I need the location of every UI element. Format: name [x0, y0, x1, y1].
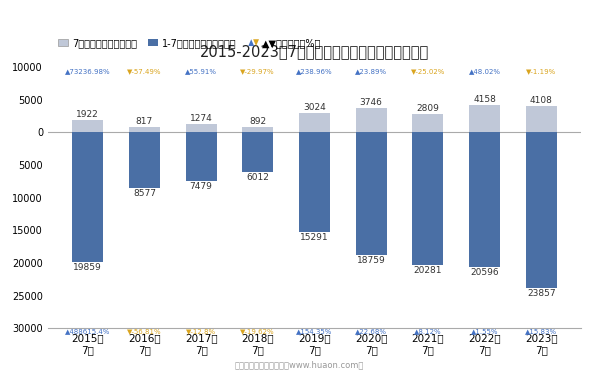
Text: ▼-25.02%: ▼-25.02% — [411, 69, 445, 75]
Text: ▲73236.98%: ▲73236.98% — [65, 69, 111, 75]
Text: ▲55.91%: ▲55.91% — [185, 69, 217, 75]
Text: 制图：华经产业研究院（www.huaon.com）: 制图：华经产业研究院（www.huaon.com） — [235, 360, 364, 369]
Text: ▲15.83%: ▲15.83% — [525, 328, 557, 334]
Bar — [356, 132, 387, 255]
Text: 15291: 15291 — [300, 233, 329, 242]
Text: 19859: 19859 — [73, 263, 102, 272]
Bar — [72, 132, 104, 262]
Bar — [299, 113, 330, 132]
Bar — [412, 114, 443, 132]
Text: 4108: 4108 — [530, 96, 553, 105]
Text: 4158: 4158 — [473, 95, 496, 104]
Text: ▲1.55%: ▲1.55% — [471, 328, 498, 334]
Text: ▼-19.62%: ▼-19.62% — [240, 328, 275, 334]
Text: ▲48.02%: ▲48.02% — [468, 69, 501, 75]
Bar — [299, 132, 330, 232]
Bar — [186, 132, 217, 181]
Bar — [356, 108, 387, 132]
Text: ▼-56.81%: ▼-56.81% — [127, 328, 162, 334]
Text: 7479: 7479 — [190, 182, 213, 191]
Bar — [469, 132, 500, 267]
Bar — [525, 106, 557, 132]
Legend: 7月期货成交量（万手）, 1-7月期货成交量（万手）, ▲▼同比增长（%）: 7月期货成交量（万手）, 1-7月期货成交量（万手）, ▲▼同比增长（%） — [58, 38, 321, 48]
Text: 892: 892 — [249, 117, 267, 126]
Text: 3024: 3024 — [303, 103, 326, 112]
Text: 1922: 1922 — [76, 110, 99, 119]
Text: 1274: 1274 — [190, 114, 213, 123]
Text: 8577: 8577 — [133, 189, 156, 198]
Bar — [129, 127, 160, 132]
Text: ▼-29.97%: ▼-29.97% — [240, 69, 275, 75]
Text: 18759: 18759 — [357, 256, 386, 265]
Text: ▲8.12%: ▲8.12% — [414, 328, 441, 334]
Bar — [129, 132, 160, 188]
Text: 20596: 20596 — [470, 268, 499, 277]
Text: ▲488615.4%: ▲488615.4% — [65, 328, 110, 334]
Text: ▼-12.8%: ▼-12.8% — [186, 328, 216, 334]
Title: 2015-2023年7月郑州商品交易所甲醇期货成交量: 2015-2023年7月郑州商品交易所甲醇期货成交量 — [200, 44, 429, 59]
Text: ▲22.68%: ▲22.68% — [355, 328, 387, 334]
Text: 3746: 3746 — [360, 98, 383, 107]
Text: ▼-57.49%: ▼-57.49% — [127, 69, 162, 75]
Text: 2809: 2809 — [416, 104, 439, 113]
Text: ▲23.89%: ▲23.89% — [355, 69, 387, 75]
Text: ▲154.35%: ▲154.35% — [297, 328, 332, 334]
Text: 817: 817 — [136, 117, 153, 126]
Text: ▲238.96%: ▲238.96% — [296, 69, 333, 75]
Bar — [186, 124, 217, 132]
Bar — [72, 120, 104, 132]
Bar — [469, 105, 500, 132]
Bar — [242, 126, 273, 132]
Text: 6012: 6012 — [246, 173, 269, 182]
Text: ▼-1.19%: ▼-1.19% — [526, 69, 556, 75]
Bar — [412, 132, 443, 265]
Bar — [242, 132, 273, 172]
Bar — [525, 132, 557, 288]
Text: 20281: 20281 — [413, 266, 442, 275]
Text: 23857: 23857 — [527, 289, 555, 298]
